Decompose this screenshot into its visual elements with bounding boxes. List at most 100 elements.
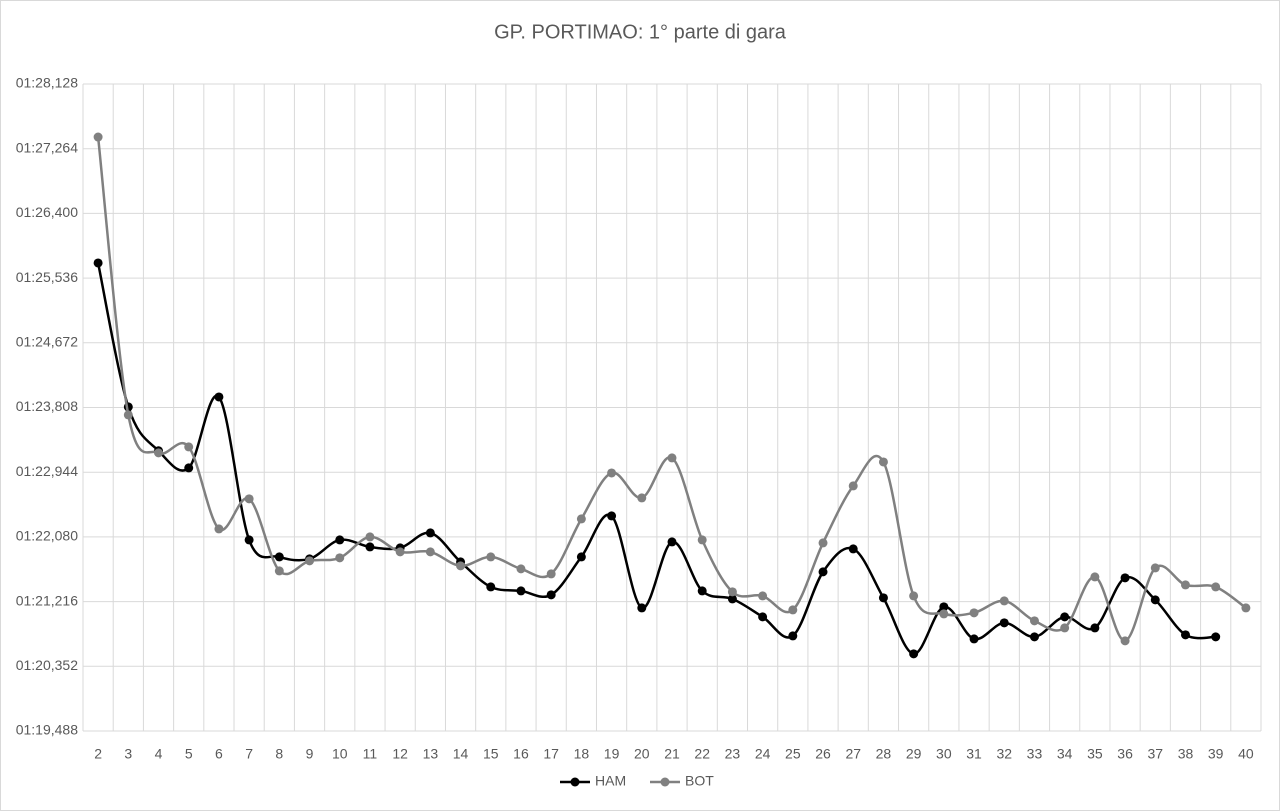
y-tick-label: 01:22,080	[16, 528, 78, 544]
data-point	[123, 410, 133, 420]
data-point	[546, 569, 556, 579]
x-tick-label: 3	[124, 746, 132, 762]
data-point	[456, 561, 466, 571]
x-tick-label: 14	[453, 746, 469, 762]
x-tick-label: 24	[755, 746, 771, 762]
x-tick-label: 18	[574, 746, 590, 762]
data-point	[576, 514, 586, 524]
x-tick-label: 26	[815, 746, 831, 762]
data-point	[154, 448, 164, 458]
data-point	[244, 494, 254, 504]
data-point	[274, 552, 284, 562]
x-tick-label: 6	[215, 746, 223, 762]
data-point	[1241, 603, 1251, 613]
x-tick-label: 2	[94, 746, 102, 762]
data-point	[1120, 573, 1130, 583]
chart-title: GP. PORTIMAO: 1° parte di gara	[494, 21, 787, 43]
data-point	[637, 603, 647, 613]
legend-label: HAM	[595, 773, 626, 789]
y-tick-label: 01:21,216	[16, 592, 78, 608]
data-point	[1150, 595, 1160, 605]
x-tick-label: 37	[1147, 746, 1163, 762]
data-point	[1090, 623, 1100, 633]
data-point	[93, 258, 103, 268]
data-point	[516, 564, 526, 574]
y-tick-label: 01:22,944	[16, 463, 78, 479]
x-tick-label: 36	[1117, 746, 1133, 762]
data-point	[1180, 630, 1190, 640]
data-point	[878, 593, 888, 603]
data-point	[848, 544, 858, 554]
x-tick-label: 8	[275, 746, 283, 762]
data-point	[667, 453, 677, 463]
x-tick-label: 29	[906, 746, 922, 762]
x-tick-label: 27	[845, 746, 861, 762]
data-point	[93, 132, 103, 142]
data-point	[909, 649, 919, 659]
x-tick-label: 4	[155, 746, 163, 762]
data-point	[425, 547, 435, 557]
x-tick-label: 22	[694, 746, 710, 762]
data-point	[697, 535, 707, 545]
data-point	[788, 631, 798, 641]
data-point	[818, 538, 828, 548]
x-tick-label: 12	[392, 746, 408, 762]
x-tick-label: 21	[664, 746, 680, 762]
y-tick-label: 01:20,352	[16, 657, 78, 673]
x-tick-label: 25	[785, 746, 801, 762]
legend-label: BOT	[685, 773, 714, 789]
x-tick-label: 38	[1178, 746, 1194, 762]
data-point	[1211, 582, 1221, 592]
data-point	[607, 468, 617, 478]
legend-marker	[570, 777, 580, 787]
data-point	[667, 537, 677, 547]
data-point	[244, 535, 254, 545]
data-point	[1180, 580, 1190, 590]
data-point	[546, 590, 556, 600]
data-point	[335, 553, 345, 563]
data-point	[939, 602, 949, 612]
data-point	[758, 612, 768, 622]
data-point	[365, 542, 375, 552]
data-point	[486, 582, 496, 592]
x-tick-label: 30	[936, 746, 952, 762]
data-point	[305, 556, 315, 566]
data-point	[999, 596, 1009, 606]
x-tick-label: 34	[1057, 746, 1073, 762]
x-tick-label: 40	[1238, 746, 1254, 762]
data-point	[637, 493, 647, 503]
data-point	[1150, 563, 1160, 573]
data-point	[1090, 572, 1100, 582]
x-tick-label: 35	[1087, 746, 1103, 762]
data-point	[727, 587, 737, 597]
data-point	[758, 591, 768, 601]
data-point	[1211, 632, 1221, 642]
x-tick-label: 28	[876, 746, 892, 762]
legend-marker	[660, 777, 670, 787]
x-tick-label: 5	[185, 746, 193, 762]
y-tick-label: 01:23,808	[16, 398, 78, 414]
data-point	[878, 457, 888, 467]
data-point	[607, 511, 617, 521]
x-tick-label: 33	[1027, 746, 1043, 762]
data-point	[274, 566, 284, 576]
data-point	[999, 618, 1009, 628]
x-tick-label: 31	[966, 746, 982, 762]
data-point	[697, 586, 707, 596]
x-tick-label: 19	[604, 746, 620, 762]
y-tick-label: 01:26,400	[16, 204, 78, 220]
x-tick-label: 15	[483, 746, 499, 762]
y-tick-label: 01:28,128	[16, 75, 78, 91]
data-point	[395, 547, 405, 557]
data-point	[214, 392, 224, 402]
data-point	[969, 608, 979, 618]
data-point	[184, 463, 194, 473]
x-tick-label: 16	[513, 746, 529, 762]
data-point	[969, 634, 979, 644]
data-point	[939, 609, 949, 619]
data-point	[576, 552, 586, 562]
data-point	[1060, 612, 1070, 622]
data-point	[214, 524, 224, 534]
data-point	[425, 528, 435, 538]
